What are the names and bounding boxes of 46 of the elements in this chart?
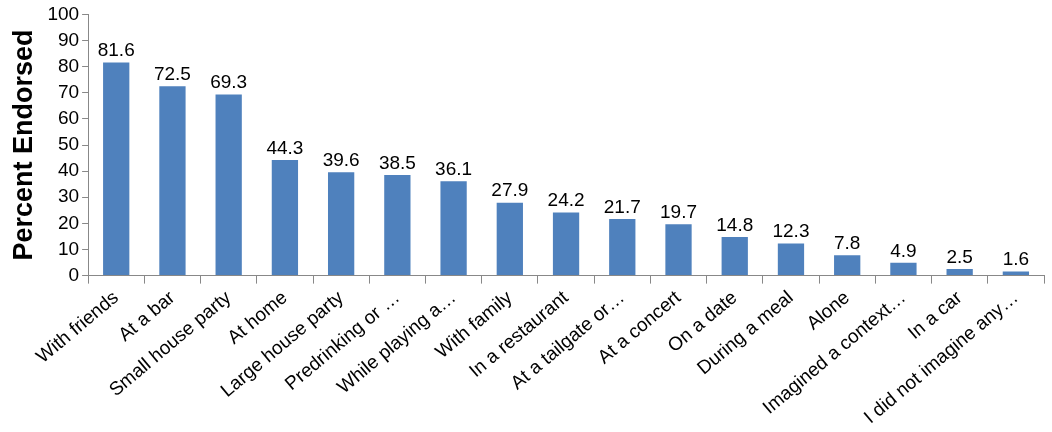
bar (327, 172, 355, 276)
y-tick-label: 50 (57, 133, 80, 155)
data-label: 7.8 (833, 231, 861, 253)
bar (777, 243, 805, 276)
data-label: 24.2 (547, 189, 585, 211)
data-label: 19.7 (660, 200, 697, 222)
y-tick-label: 10 (57, 237, 80, 259)
data-label: 72.5 (153, 62, 191, 84)
y-axis-title: Percent Endorsed (7, 29, 38, 261)
y-tick-label: 30 (57, 185, 80, 207)
bar (1002, 271, 1030, 276)
data-label: 81.6 (97, 39, 135, 61)
bar (384, 175, 411, 276)
bar (946, 269, 973, 276)
bar (609, 218, 636, 276)
data-label: 1.6 (1002, 248, 1030, 270)
y-tick-label: 40 (57, 159, 80, 181)
data-label: 2.5 (946, 245, 973, 267)
y-tick-label: 100 (47, 2, 80, 24)
bar (159, 86, 186, 276)
bar (496, 202, 523, 276)
y-tick-label: 20 (57, 211, 80, 233)
bar (834, 255, 861, 276)
data-label: 4.9 (890, 239, 917, 261)
bar (890, 262, 917, 276)
bar (552, 212, 580, 276)
bar (440, 181, 467, 276)
data-label: 38.5 (378, 151, 416, 173)
bar (215, 94, 242, 276)
y-tick-label: 0 (68, 263, 80, 285)
bar (103, 62, 130, 276)
bar (721, 236, 748, 276)
data-label: 69.3 (210, 71, 248, 93)
y-tick-label: 70 (57, 81, 80, 102)
y-tick-label: 80 (57, 54, 80, 76)
y-tick-label: 90 (57, 28, 80, 50)
data-label: 44.3 (266, 136, 304, 158)
bar (271, 159, 299, 276)
data-label: 12.3 (772, 220, 810, 242)
data-label: 36.1 (435, 158, 473, 180)
data-label: 21.7 (603, 195, 641, 217)
data-label: 14.8 (716, 213, 754, 235)
data-label: 27.9 (491, 179, 529, 201)
bar (665, 224, 692, 276)
y-tick-label: 60 (57, 107, 80, 129)
data-label: 39.6 (322, 148, 360, 170)
